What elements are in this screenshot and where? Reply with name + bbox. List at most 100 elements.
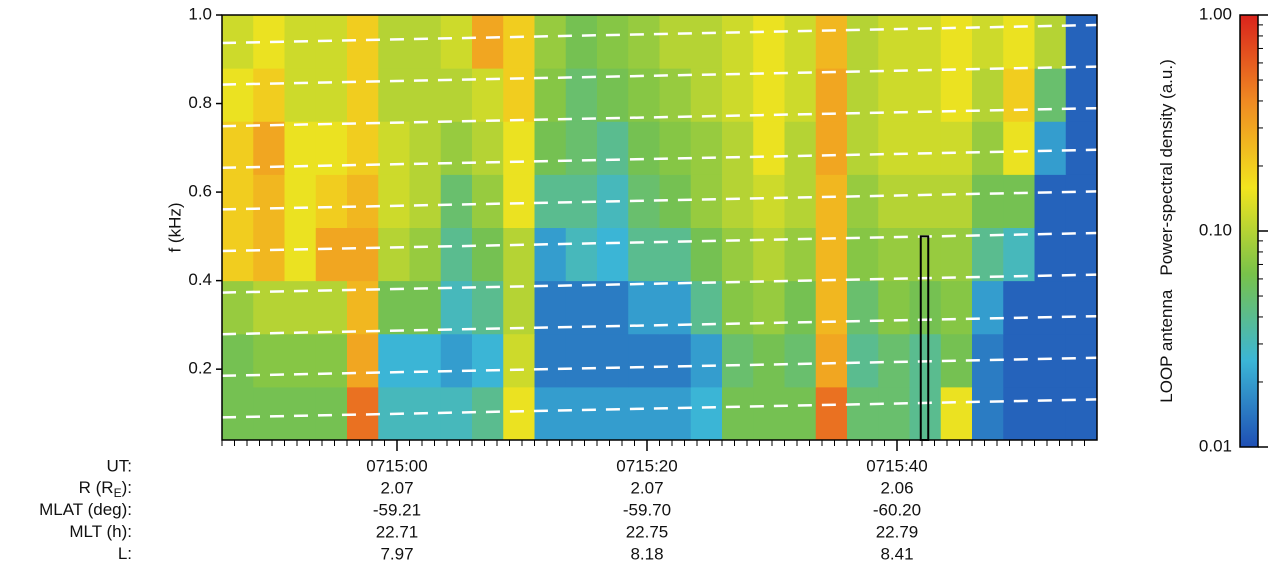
dashed-line	[221, 356, 1098, 378]
spectrogram-cell	[1065, 333, 1098, 388]
spectrogram-cell	[565, 15, 598, 69]
spectrogram-cell	[940, 15, 973, 69]
spectrogram-cell	[1034, 333, 1067, 388]
spectrogram-cell	[1003, 15, 1035, 69]
spectrogram-cell	[659, 227, 692, 282]
spectrogram-cell	[972, 280, 1004, 335]
spectrogram-cell	[347, 227, 379, 282]
spectrogram-cell	[534, 333, 567, 388]
colorbar-tick-label: 0.01	[1199, 436, 1232, 455]
spectrogram-cell	[847, 386, 879, 441]
spectrogram-cell	[315, 68, 348, 122]
spectrogram-cell	[315, 280, 348, 335]
spectrogram-cell	[628, 15, 660, 69]
spectrogram-cell	[815, 15, 848, 69]
row-label: MLT (h):	[69, 522, 132, 541]
spectrogram-cell	[1065, 174, 1098, 228]
y-tick-label: 0.4	[188, 270, 212, 289]
spectrogram-cell	[690, 227, 723, 282]
spectrogram-cell	[222, 333, 254, 388]
spectrogram-cell	[378, 227, 410, 282]
spectrogram-cell	[253, 227, 285, 282]
spectrogram-cell	[409, 15, 442, 69]
spectrogram-cell	[534, 68, 567, 122]
spectrogram-cell	[565, 333, 598, 388]
row-value: 7.97	[380, 544, 413, 563]
spectrogram-cell	[722, 386, 754, 441]
y-tick-label: 1.0	[188, 4, 212, 23]
spectrogram-cell	[440, 68, 473, 122]
spectrogram-cell	[347, 68, 379, 122]
spectrogram-cell	[472, 174, 504, 228]
spectrogram-cell	[565, 227, 598, 282]
spectrogram-cell	[503, 333, 535, 388]
spectrogram-cell	[284, 333, 317, 388]
spectrogram-cell	[690, 280, 723, 335]
spectrogram-cell	[784, 280, 817, 335]
spectrogram-cell	[222, 121, 254, 175]
spectrogram-cell	[284, 386, 317, 441]
spectrogram-cell	[440, 121, 473, 175]
spectrogram-cell	[784, 121, 817, 175]
spectrogram	[222, 15, 1098, 441]
spectrogram-cell	[347, 121, 379, 175]
spectrogram-cell	[972, 174, 1004, 228]
spectrogram-cell	[1065, 15, 1098, 69]
row-value: 2.06	[880, 478, 913, 497]
spectrogram-cell	[690, 174, 723, 228]
spectrogram-cell	[472, 280, 504, 335]
spectrogram-cell	[1034, 174, 1067, 228]
spectrogram-cell	[878, 280, 910, 335]
spectrogram-cell	[753, 15, 785, 69]
spectrogram-cell	[628, 227, 660, 282]
spectrogram-cell	[472, 386, 504, 441]
spectrogram-cell	[847, 174, 879, 228]
spectrogram-cell	[378, 15, 410, 69]
spectrogram-cell	[347, 333, 379, 388]
row-value: 8.41	[880, 544, 913, 563]
spectrogram-cell	[565, 386, 598, 441]
spectrogram-cell	[472, 15, 504, 69]
spectrogram-cell	[440, 333, 473, 388]
row-label-text: R (R	[79, 478, 114, 497]
spectrogram-cell	[940, 68, 973, 122]
spectrogram-cell	[597, 15, 629, 69]
spectrogram-cell	[1065, 121, 1098, 175]
dashes	[221, 23, 1098, 419]
spectrogram-cell	[815, 174, 848, 228]
row-value: 22.75	[626, 522, 669, 541]
spectrogram-cell	[815, 280, 848, 335]
spectrogram-cell	[847, 15, 879, 69]
row-value: 22.79	[876, 522, 919, 541]
spectrogram-cell	[909, 174, 942, 228]
spectrogram-cell	[815, 386, 848, 441]
spectrogram-cell	[597, 333, 629, 388]
spectrogram-cell	[534, 386, 567, 441]
dashed-line	[221, 273, 1098, 294]
spectrogram-cell	[409, 333, 442, 388]
spectrogram-cell	[597, 121, 629, 175]
spectrogram-cell	[972, 121, 1004, 175]
x-tick-label: 0715:20	[616, 456, 677, 475]
spectrogram-cell	[784, 68, 817, 122]
spectrogram-cell	[1034, 280, 1067, 335]
colorbar-tick-label: 1.00	[1199, 4, 1232, 23]
spectrogram-cell	[253, 68, 285, 122]
spectrogram-cell	[534, 280, 567, 335]
colorbar	[1239, 14, 1259, 448]
spectrogram-cell	[815, 333, 848, 388]
spectrogram-cell	[628, 121, 660, 175]
row-label: UT:	[107, 456, 133, 475]
dashed-line	[221, 148, 1098, 170]
spectrogram-cell	[472, 333, 504, 388]
spectrogram-cell	[753, 68, 785, 122]
spectrogram-cell	[1003, 227, 1035, 282]
x-tick-label: 0715:00	[366, 456, 427, 475]
spectrogram-cell	[1065, 386, 1098, 441]
spectrogram-cell	[409, 174, 442, 228]
spectrogram-cell	[1003, 386, 1035, 441]
row-value: 2.07	[380, 478, 413, 497]
spectrogram-cell	[940, 280, 973, 335]
row-label: L:	[118, 544, 132, 563]
y-tick-label: 0.2	[188, 359, 212, 378]
